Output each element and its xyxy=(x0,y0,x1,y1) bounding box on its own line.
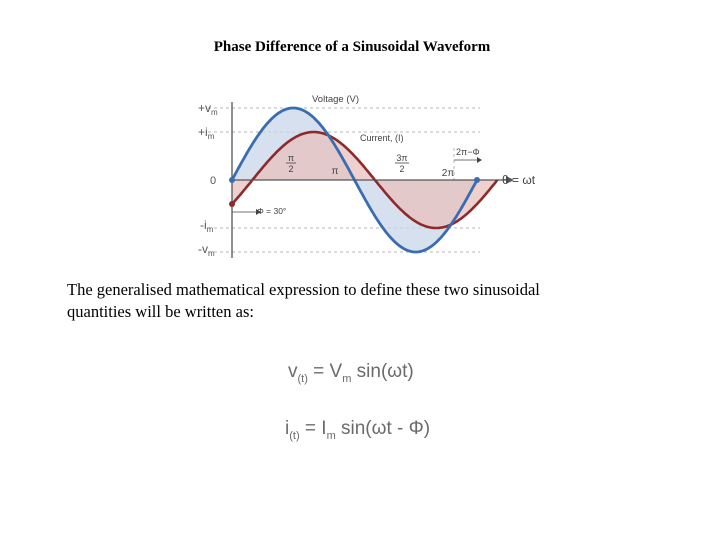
tick-pi-over-2-num: π xyxy=(288,153,294,163)
label-zero: 0 xyxy=(210,175,216,187)
tick-3pi-over-2-den: 2 xyxy=(399,164,404,174)
origin-dot xyxy=(229,177,235,183)
shift-label: 2π−Φ xyxy=(456,147,480,157)
label-neg-im: -im xyxy=(200,218,214,234)
label-pos-vm: +vm xyxy=(198,101,218,117)
x-axis-arrow xyxy=(506,176,514,184)
body-text: The generalised mathematical expression … xyxy=(67,280,540,321)
current-label: Current, (I) xyxy=(360,133,404,143)
voltage-label: Voltage (V) xyxy=(312,94,359,105)
voltage-equation: v(t) = Vm sin(ωt) xyxy=(288,361,414,385)
tick-pi: π xyxy=(332,166,339,177)
current-equation: i(t) = Im sin(ωt - Φ) xyxy=(285,418,431,442)
tick-2pi: 2π xyxy=(442,168,455,179)
phase-label: Φ = 30° xyxy=(257,206,286,216)
end-dot xyxy=(474,177,480,183)
tick-pi-over-2-den: 2 xyxy=(288,164,293,174)
current-start-dot xyxy=(229,201,235,207)
label-neg-vm: -vm xyxy=(198,242,215,258)
x-axis-label: θ = ωt xyxy=(502,173,536,187)
label-pos-im: +im xyxy=(198,125,215,141)
tick-3pi-over-2-num: 3π xyxy=(396,153,407,163)
slide-title: Phase Difference of a Sinusoidal Wavefor… xyxy=(213,39,491,55)
phase-difference-diagram: +vm +im 0 -im -vm Voltage (V) Current, (… xyxy=(198,94,536,258)
